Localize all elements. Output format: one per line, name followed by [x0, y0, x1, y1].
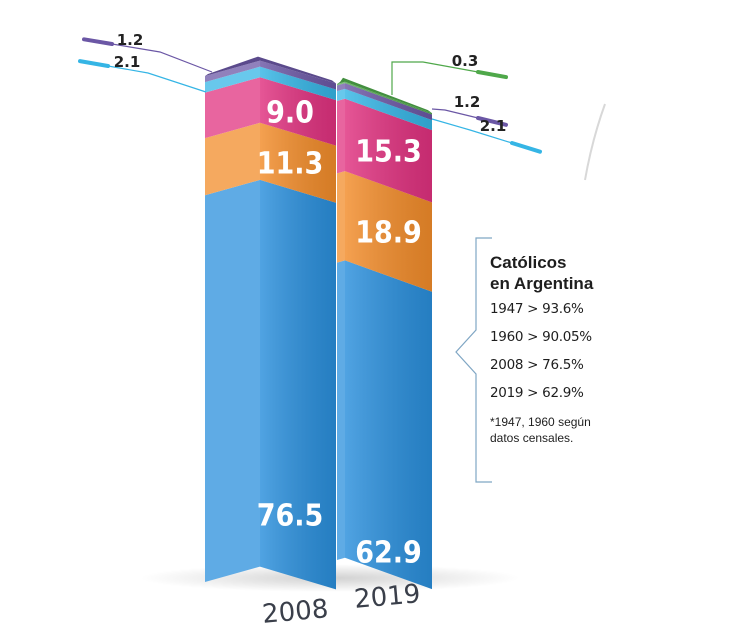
bar-segment-shading [260, 122, 336, 203]
small-value-label: 1.2 [117, 31, 144, 49]
leader-line [391, 61, 479, 95]
bar-segment-2008-0-left-face [205, 179, 260, 582]
bar-segment-shading [345, 260, 432, 590]
bar-segment-2008-2-left-face [205, 77, 260, 139]
bar-top-cap [337, 77, 432, 114]
small-value-label: 1.2 [454, 93, 481, 111]
bar-segment-2019-4-left-face [337, 83, 345, 92]
segment-value-label: 62.9 [355, 536, 422, 571]
leader-line [431, 108, 479, 119]
small-value-label: 0.3 [452, 52, 479, 70]
bar-segment-shading [345, 81, 432, 115]
bar-segment-2019-2-left-face [337, 98, 345, 174]
bar-segment-shading [345, 98, 432, 203]
info-row: 2019 > 62.9% [490, 385, 584, 401]
bar-segment-2019-5-left-face [337, 81, 345, 86]
segment-value-label: 76.5 [257, 498, 324, 533]
info-row: 2008 > 76.5% [490, 357, 584, 373]
bar-segment-2008-1-left-face [205, 122, 260, 196]
segment-value-label: 18.9 [355, 215, 422, 250]
small-value-label: 2.1 [114, 53, 141, 71]
leader-line [111, 43, 213, 73]
bar-segment-2008-3-left-face [205, 66, 260, 93]
info-note-line1: *1947, 1960 según [490, 415, 591, 429]
info-row: 1960 > 90.05% [490, 329, 592, 345]
segment-value-label: 9.0 [266, 95, 314, 130]
bar-segment-shading [260, 77, 336, 146]
bar-segment-shading [345, 171, 432, 292]
segment-value-label: 11.3 [257, 147, 324, 182]
leader-line-end [510, 141, 542, 154]
leader-line-end [476, 116, 508, 127]
leader-line [107, 65, 207, 93]
info-box: Católicos en Argentina 1947 > 93.6% 1960… [490, 252, 640, 446]
leader-line-end [476, 70, 508, 80]
bar-2019 [337, 77, 432, 590]
small-value-label: 2.1 [480, 117, 507, 135]
category-label-2019: 2019 [353, 579, 422, 615]
info-row: 1947 > 93.6% [490, 301, 584, 317]
segment-value-label: 15.3 [355, 135, 422, 170]
category-label-2008: 2008 [261, 594, 330, 630]
bar-segment-2019-0-left-face [337, 260, 345, 560]
bar-segment-shading [260, 66, 336, 101]
bar-segment-shading [260, 179, 336, 590]
bar-segment-shading [260, 60, 336, 90]
bar-segment-2019-1-left-face [337, 171, 345, 263]
bar-segment-2008-4-left-face [205, 60, 260, 83]
bar-2008 [205, 56, 336, 590]
info-title-line1: Católicos [490, 253, 567, 272]
bar-segment-shading [345, 88, 432, 131]
bar-segment-2019-3-left-face [337, 88, 345, 102]
info-note-line2: datos censales. [490, 431, 574, 445]
bar-segment-shading [345, 83, 432, 121]
bar-top-cap [205, 56, 336, 84]
decorative-arc [584, 103, 606, 181]
info-bracket [455, 237, 492, 483]
leader-line-end [78, 59, 110, 68]
leader-line [431, 118, 513, 144]
info-title-line2: en Argentina [490, 274, 594, 293]
leader-line-end [82, 37, 114, 46]
